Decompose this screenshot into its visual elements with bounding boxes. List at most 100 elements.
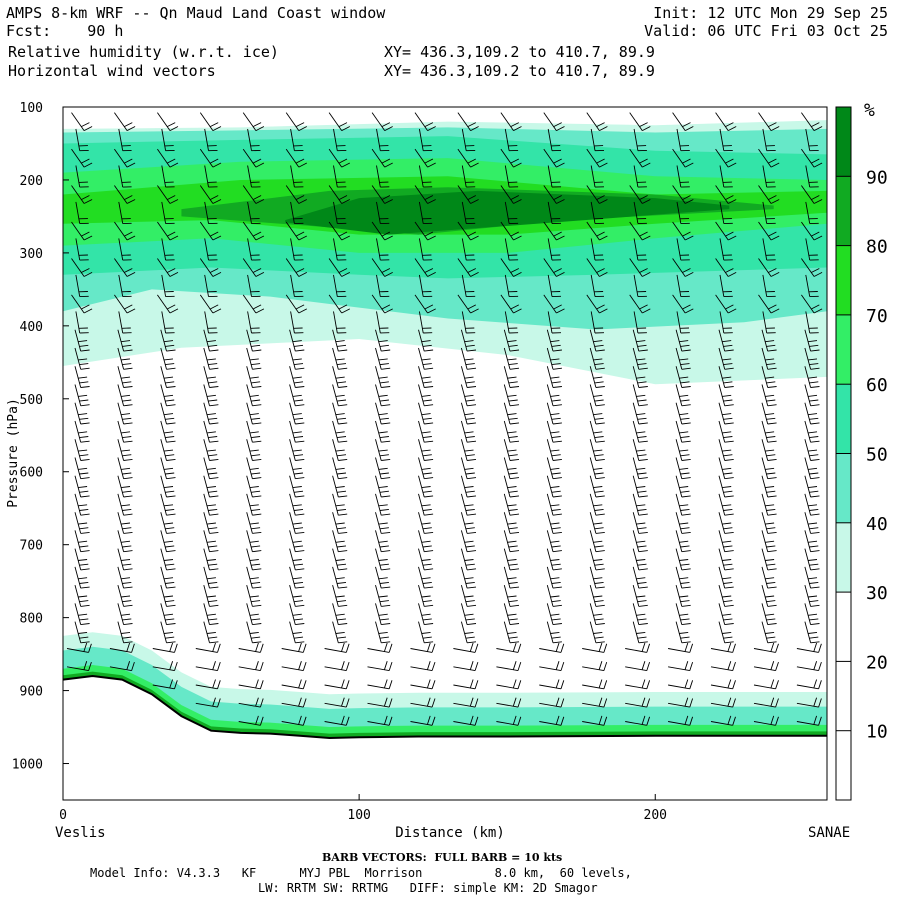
wind-barb-flag	[252, 404, 262, 407]
wind-barb-flag	[166, 641, 176, 644]
wind-barb-flag	[723, 363, 733, 366]
wind-barb	[246, 329, 253, 352]
wind-barb-flag	[552, 349, 562, 352]
wind-barb-flag	[680, 417, 690, 420]
wind-barb-flag	[336, 527, 347, 530]
wind-barb-flag	[639, 158, 648, 164]
wind-barb-flag	[79, 399, 89, 402]
wind-barb	[414, 112, 428, 131]
wind-barb-flag	[464, 449, 474, 452]
wind-barb-flag	[679, 559, 689, 561]
wind-barb	[238, 666, 261, 672]
wind-barb-flag	[379, 490, 389, 493]
wind-barb-flag	[465, 527, 475, 530]
wind-barb-flag	[765, 394, 775, 397]
colorbar-unit: %	[864, 100, 875, 121]
wind-barb	[632, 420, 640, 443]
wind-barb-flag	[212, 642, 216, 652]
wind-barb	[460, 457, 468, 479]
wind-barb-flag	[78, 504, 88, 507]
wind-barb-flag	[249, 504, 259, 507]
wind-barb-flag	[295, 550, 305, 553]
wind-barb-flag	[338, 268, 348, 273]
wind-barb-flag	[255, 271, 265, 277]
wind-barb	[500, 148, 514, 168]
wind-barb-flag	[723, 436, 733, 439]
model-info: Model Info: V4.3.3 KF MYJ PBL Morrison 8…	[90, 866, 632, 880]
wind-barb	[668, 702, 690, 708]
wind-barb	[668, 721, 690, 726]
wind-barb-flag	[163, 340, 174, 343]
wind-barb-flag	[169, 308, 179, 314]
wind-barb-flag	[80, 422, 90, 425]
wind-barb-flag	[83, 642, 88, 652]
wind-barb-flag	[681, 623, 691, 626]
wind-barb-flag	[818, 698, 822, 708]
wind-barb-flag	[512, 661, 517, 670]
wind-barb	[242, 112, 257, 131]
wind-barb-flag	[723, 581, 733, 584]
wind-barb	[160, 566, 167, 589]
wind-barb-flag	[464, 613, 474, 616]
wind-barb-flag	[638, 550, 648, 553]
wind-barb-flag	[166, 604, 176, 607]
wind-barb	[290, 128, 295, 151]
wind-barb	[418, 457, 425, 479]
wind-barb-flag	[80, 513, 90, 516]
wind-barb-flag	[166, 367, 176, 370]
wind-barb-flag	[217, 680, 221, 689]
wind-barb-flag	[813, 126, 823, 132]
wind-barb-flag	[595, 458, 605, 461]
wind-barb	[500, 112, 514, 131]
wind-barb-flag	[209, 513, 219, 516]
wind-barb-flag	[680, 472, 690, 475]
wind-barb-flag	[767, 349, 777, 352]
wind-barb-flag	[637, 636, 647, 639]
wind-barb-flag	[636, 340, 646, 343]
wind-barb-flag	[341, 126, 351, 132]
wind-barb-flag	[169, 679, 174, 689]
wind-barb-flag	[765, 431, 775, 434]
wind-barb-flag	[336, 636, 347, 639]
wind-barb-flag	[766, 381, 776, 384]
wind-barb	[710, 702, 733, 708]
wind-barb-flag	[639, 304, 648, 310]
wind-barb	[761, 366, 769, 388]
wind-barb-flag	[513, 308, 522, 314]
wind-barb-flag	[722, 631, 732, 634]
wind-barb-flag	[80, 641, 90, 644]
wind-barb	[718, 439, 726, 461]
wind-barb-flag	[249, 522, 259, 525]
wind-barb-flag	[298, 162, 308, 168]
wind-barb-flag	[552, 404, 562, 407]
wind-barb	[457, 148, 471, 168]
wind-barb	[546, 366, 554, 388]
wind-barb	[418, 566, 425, 589]
wind-barb-flag	[302, 680, 307, 689]
wind-barb-flag	[294, 527, 304, 530]
wind-barb-flag	[426, 697, 431, 707]
wind-barb-flag	[680, 436, 690, 439]
wind-barb-flag	[163, 358, 174, 361]
wind-barb-flag	[766, 545, 776, 548]
wind-barb	[414, 294, 428, 314]
wind-barb-flag	[551, 454, 561, 457]
wind-barb-flag	[508, 399, 518, 402]
wind-barb-flag	[766, 618, 776, 621]
wind-barb-flag	[638, 367, 648, 370]
wind-barb-flag	[379, 454, 389, 457]
y-axis-label: Pressure (hPa)	[6, 398, 21, 508]
wind-barb	[675, 329, 683, 352]
wind-barb-flag	[809, 436, 819, 439]
wind-barb-flag	[636, 376, 646, 379]
wind-barb-flag	[551, 618, 561, 621]
wind-barb-flag	[426, 715, 431, 725]
wind-barb-flag	[636, 577, 646, 580]
wind-barb-flag	[469, 642, 474, 652]
wind-barb-flag	[255, 661, 259, 670]
wind-barb	[589, 329, 597, 352]
wind-barb-flag	[163, 449, 174, 452]
wind-barb-flag	[722, 340, 732, 343]
wind-barb	[367, 648, 390, 653]
wind-barb	[418, 530, 425, 552]
